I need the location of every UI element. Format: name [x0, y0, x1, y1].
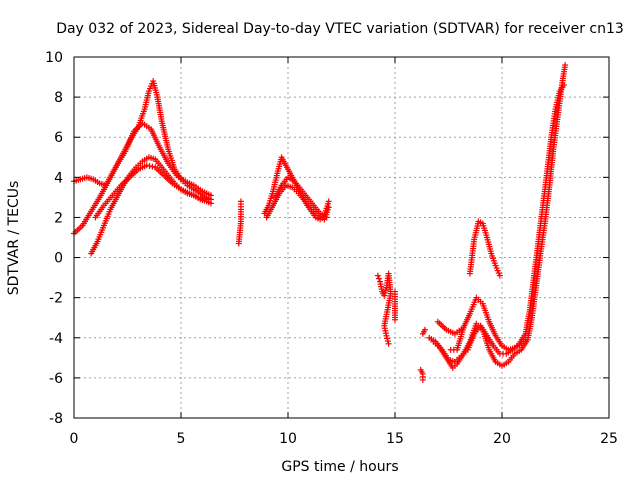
data-point: [384, 335, 391, 342]
data-point: [382, 287, 389, 294]
data-point: [496, 272, 503, 279]
y-tick-label: 6: [54, 130, 63, 146]
data-point: [325, 198, 332, 205]
data-point: [383, 332, 390, 339]
axis-ticks: [73, 56, 610, 419]
x-tick-label: 5: [177, 431, 186, 447]
data-point: [460, 324, 467, 331]
data-point: [237, 198, 244, 205]
y-tick-labels: -8 -6 -4 -2 0 2 4 6 8 10: [45, 50, 63, 427]
data-point: [195, 194, 202, 201]
data-point: [384, 338, 391, 345]
data-point: [325, 204, 332, 211]
data-point: [203, 196, 210, 203]
grid: [74, 57, 609, 418]
x-tick-label: 10: [279, 431, 297, 447]
data-point: [207, 192, 214, 199]
data-point: [381, 292, 388, 299]
data-point: [375, 275, 382, 282]
x-tick-label: 20: [493, 431, 511, 447]
data-point: [197, 195, 204, 202]
y-tick-label: -2: [49, 291, 63, 307]
data-point: [385, 340, 392, 347]
chart-title: Day 032 of 2023, Sidereal Day-to-day VTE…: [56, 21, 624, 37]
y-tick-label: -4: [49, 331, 63, 347]
data-point: [382, 289, 389, 296]
y-tick-label: -8: [49, 411, 63, 427]
data-point: [374, 272, 381, 279]
data-point: [421, 326, 428, 333]
x-tick-label: 15: [386, 431, 404, 447]
x-axis-label: GPS time / hours: [281, 459, 398, 475]
y-tick-label: 10: [45, 50, 63, 66]
data-point: [392, 316, 398, 323]
data-point: [323, 214, 330, 221]
y-tick-label: 0: [54, 251, 63, 267]
data-point: [419, 376, 426, 383]
y-tick-label: 4: [54, 170, 63, 186]
data-point: [561, 82, 568, 89]
y-tick-label: -6: [49, 371, 63, 387]
data-point: [562, 62, 569, 69]
x-tick-label: 0: [70, 431, 79, 447]
plot-frame: [73, 56, 610, 419]
data-point: [200, 195, 207, 202]
y-axis-label: SDTVAR / TECUs: [6, 181, 22, 296]
x-tick-label: 25: [600, 431, 618, 447]
data-point: [207, 200, 214, 207]
y-tick-label: 8: [54, 90, 63, 106]
data-point: [149, 163, 156, 170]
y-tick-label: 2: [54, 210, 63, 226]
data-points: [71, 62, 569, 383]
data-point: [143, 162, 150, 169]
data-point: [146, 162, 153, 169]
x-tick-labels: 0 5 10 15 20 25: [70, 431, 618, 447]
